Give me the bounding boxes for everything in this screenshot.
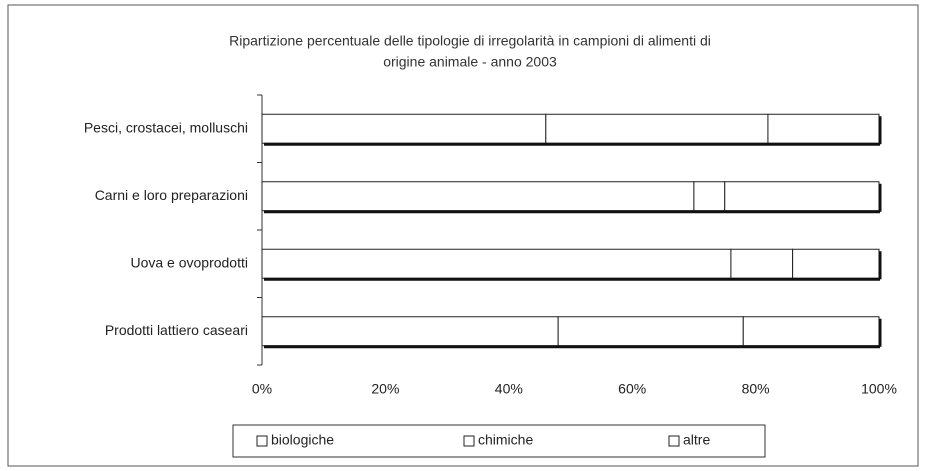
x-tick-label: 40% bbox=[495, 381, 523, 397]
y-tick-label: Uova e ovoprodotti bbox=[130, 254, 248, 270]
bar-segment bbox=[545, 113, 769, 144]
bar-segment bbox=[261, 113, 547, 144]
legend-label: biologiche bbox=[271, 432, 334, 448]
legend-swatch bbox=[668, 435, 680, 447]
bar-segment bbox=[742, 316, 880, 347]
legend-label: chimiche bbox=[478, 432, 533, 448]
bar-segment bbox=[724, 181, 880, 212]
chart-frame bbox=[7, 4, 919, 467]
bar-segment bbox=[261, 248, 732, 279]
x-tick-label: 20% bbox=[371, 381, 399, 397]
legend-label: altre bbox=[683, 432, 710, 448]
bar-segment bbox=[261, 316, 559, 347]
y-tick-label: Carni e loro preparazioni bbox=[95, 187, 248, 203]
x-tick-label: 80% bbox=[742, 381, 770, 397]
bar-segment bbox=[261, 181, 695, 212]
bar-segment bbox=[693, 181, 726, 212]
bar-segment bbox=[557, 316, 744, 347]
y-tick-label: Pesci, crostacei, molluschi bbox=[84, 119, 248, 135]
bar-segment bbox=[792, 248, 880, 279]
x-tick-label: 60% bbox=[618, 381, 646, 397]
chart-title: Ripartizione percentuale delle tipologie… bbox=[229, 33, 711, 49]
x-tick-label: 0% bbox=[252, 381, 272, 397]
x-tick-label: 100% bbox=[861, 381, 897, 397]
legend-swatch bbox=[256, 435, 268, 447]
y-tick-label: Prodotti lattiero caseari bbox=[105, 322, 248, 338]
legend-swatch bbox=[463, 435, 475, 447]
chart-title: origine animale - anno 2003 bbox=[383, 54, 557, 70]
bar-segment bbox=[730, 248, 794, 279]
bar-segment bbox=[767, 113, 880, 144]
